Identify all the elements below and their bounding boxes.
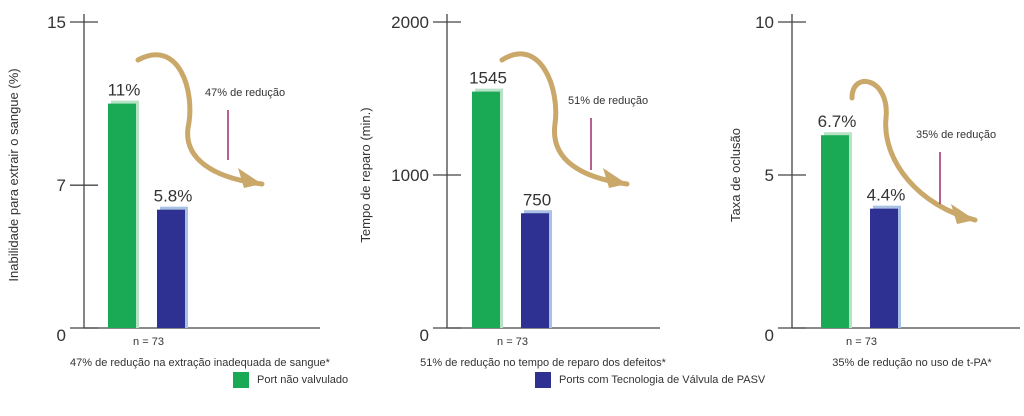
legend-swatch-green <box>233 372 249 388</box>
bar-port-nao-valvulado <box>108 103 136 328</box>
bar-port-nao-valvulado <box>821 135 849 328</box>
reduction-annotation: 51% de redução <box>568 95 648 107</box>
sample-size-label: n = 73 <box>846 336 877 348</box>
bar-ports-pasv <box>870 208 898 328</box>
legend-label: Port não valvulado <box>257 374 349 386</box>
reduction-arrow <box>499 51 630 187</box>
panel-caption: 51% de redução no tempo de reparo dos de… <box>420 357 667 369</box>
bar-port-nao-valvulado <box>472 91 500 329</box>
panel-caption: 35% de redução no uso de t-PA* <box>832 357 992 369</box>
reduction-arrow-head <box>603 168 627 188</box>
y-tick-label: 2000 <box>391 13 429 32</box>
y-tick-label: 0 <box>420 326 429 345</box>
reduction-annotation: 47% de redução <box>205 87 285 99</box>
reduction-arrow-head <box>951 204 975 224</box>
y-tick-label: 15 <box>47 13 66 32</box>
reduction-annotation: 35% de redução <box>916 129 996 141</box>
reduction-arrow-head <box>238 168 262 188</box>
bar-ports-pasv <box>157 209 185 328</box>
y-axis-label: Inabilidade para extrair o sangue (%) <box>6 68 21 281</box>
y-tick-label: 0 <box>57 326 66 345</box>
bar-value-label: 6.7% <box>818 112 857 131</box>
panel-caption: 47% de redução na extração inadequada de… <box>70 357 331 369</box>
bar-value-label: 11% <box>108 81 141 100</box>
legend-item-port-nao-valvulado: Port não valvulado <box>233 372 348 388</box>
y-axis-label: Taxa de oclusão <box>728 128 743 222</box>
bar-value-label: 4.4% <box>867 186 906 205</box>
reduction-arrow <box>849 79 978 223</box>
bar-value-label: 1545 <box>469 69 507 88</box>
y-axis-label: Tempo de reparo (min.) <box>358 107 373 242</box>
y-tick-label: 0 <box>765 326 774 345</box>
bar-ports-pasv <box>521 213 549 328</box>
legend-swatch-blue <box>535 372 551 388</box>
legend-item-ports-pasv: Ports com Tecnologia de Válvula de PASV <box>535 372 765 388</box>
y-tick-label: 1000 <box>391 166 429 185</box>
reduction-arrow <box>135 52 265 187</box>
sample-size-label: n = 73 <box>497 336 528 348</box>
bar-value-label: 5.8% <box>154 187 193 206</box>
y-tick-label: 5 <box>765 166 774 185</box>
legend-label: Ports com Tecnologia de Válvula de PASV <box>559 374 766 386</box>
y-tick-label: 7 <box>57 176 66 195</box>
y-tick-label: 10 <box>755 13 774 32</box>
sample-size-label: n = 73 <box>133 336 164 348</box>
bar-value-label: 750 <box>523 190 551 209</box>
